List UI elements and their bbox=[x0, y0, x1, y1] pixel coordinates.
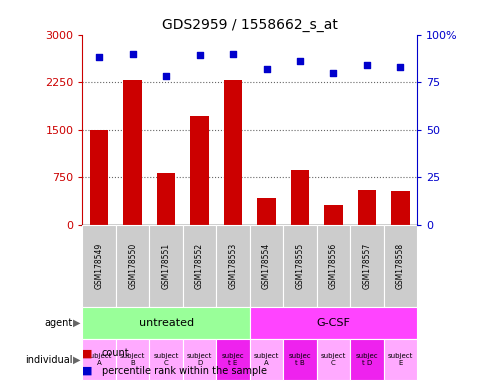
Point bbox=[162, 73, 170, 79]
Text: GSM178555: GSM178555 bbox=[295, 243, 304, 289]
Text: GSM178558: GSM178558 bbox=[395, 243, 404, 289]
Text: GSM178556: GSM178556 bbox=[328, 243, 337, 289]
Text: count: count bbox=[102, 348, 129, 358]
Point bbox=[362, 62, 370, 68]
Bar bbox=[82, 307, 249, 339]
Bar bbox=[82, 225, 116, 307]
Text: subjec
t B: subjec t B bbox=[288, 353, 311, 366]
Text: subject
D: subject D bbox=[186, 353, 212, 366]
Text: ■: ■ bbox=[82, 366, 93, 376]
Bar bbox=[283, 339, 316, 380]
Bar bbox=[182, 225, 216, 307]
Point bbox=[329, 70, 337, 76]
Bar bbox=[90, 130, 108, 225]
Point bbox=[395, 64, 403, 70]
Text: ■: ■ bbox=[82, 348, 93, 358]
Text: GSM178551: GSM178551 bbox=[161, 243, 170, 289]
Text: GSM178552: GSM178552 bbox=[195, 243, 204, 289]
Text: subject
A: subject A bbox=[253, 353, 279, 366]
Bar bbox=[357, 190, 375, 225]
Bar bbox=[349, 225, 383, 307]
Point bbox=[129, 51, 136, 57]
Bar bbox=[316, 339, 349, 380]
Text: subjec
t E: subjec t E bbox=[221, 353, 244, 366]
Point bbox=[95, 54, 103, 60]
Title: GDS2959 / 1558662_s_at: GDS2959 / 1558662_s_at bbox=[162, 18, 337, 32]
Text: individual: individual bbox=[25, 354, 73, 364]
Point bbox=[295, 58, 303, 64]
Text: subject
B: subject B bbox=[120, 353, 145, 366]
Bar bbox=[349, 339, 383, 380]
Text: subject
A: subject A bbox=[86, 353, 112, 366]
Text: GSM178553: GSM178553 bbox=[228, 243, 237, 289]
Text: GSM178554: GSM178554 bbox=[261, 243, 271, 289]
Bar bbox=[82, 339, 116, 380]
Text: ▶: ▶ bbox=[73, 318, 80, 328]
Bar bbox=[190, 116, 208, 225]
Text: ▶: ▶ bbox=[73, 354, 80, 364]
Bar bbox=[257, 198, 275, 225]
Bar bbox=[123, 80, 141, 225]
Bar bbox=[391, 190, 408, 225]
Bar bbox=[383, 339, 416, 380]
Bar bbox=[149, 225, 182, 307]
Bar bbox=[383, 225, 416, 307]
Text: subject
C: subject C bbox=[153, 353, 179, 366]
Text: agent: agent bbox=[45, 318, 73, 328]
Text: G-CSF: G-CSF bbox=[316, 318, 349, 328]
Bar bbox=[324, 205, 342, 225]
Point bbox=[228, 51, 236, 57]
Text: GSM178550: GSM178550 bbox=[128, 243, 137, 289]
Bar bbox=[157, 173, 175, 225]
Text: untreated: untreated bbox=[138, 318, 193, 328]
Bar bbox=[249, 339, 283, 380]
Text: GSM178549: GSM178549 bbox=[94, 243, 104, 289]
Bar bbox=[283, 225, 316, 307]
Point bbox=[262, 66, 270, 72]
Text: subjec
t D: subjec t D bbox=[355, 353, 378, 366]
Bar bbox=[116, 225, 149, 307]
Text: percentile rank within the sample: percentile rank within the sample bbox=[102, 366, 266, 376]
Bar bbox=[290, 170, 308, 225]
Bar bbox=[116, 339, 149, 380]
Bar bbox=[249, 307, 416, 339]
Point bbox=[195, 52, 203, 58]
Bar bbox=[149, 339, 182, 380]
Bar bbox=[182, 339, 216, 380]
Bar bbox=[216, 339, 249, 380]
Text: subject
E: subject E bbox=[387, 353, 412, 366]
Text: subject
C: subject C bbox=[320, 353, 346, 366]
Text: GSM178557: GSM178557 bbox=[362, 243, 371, 289]
Bar bbox=[249, 225, 283, 307]
Bar bbox=[316, 225, 349, 307]
Bar bbox=[216, 225, 249, 307]
Bar bbox=[224, 79, 242, 225]
